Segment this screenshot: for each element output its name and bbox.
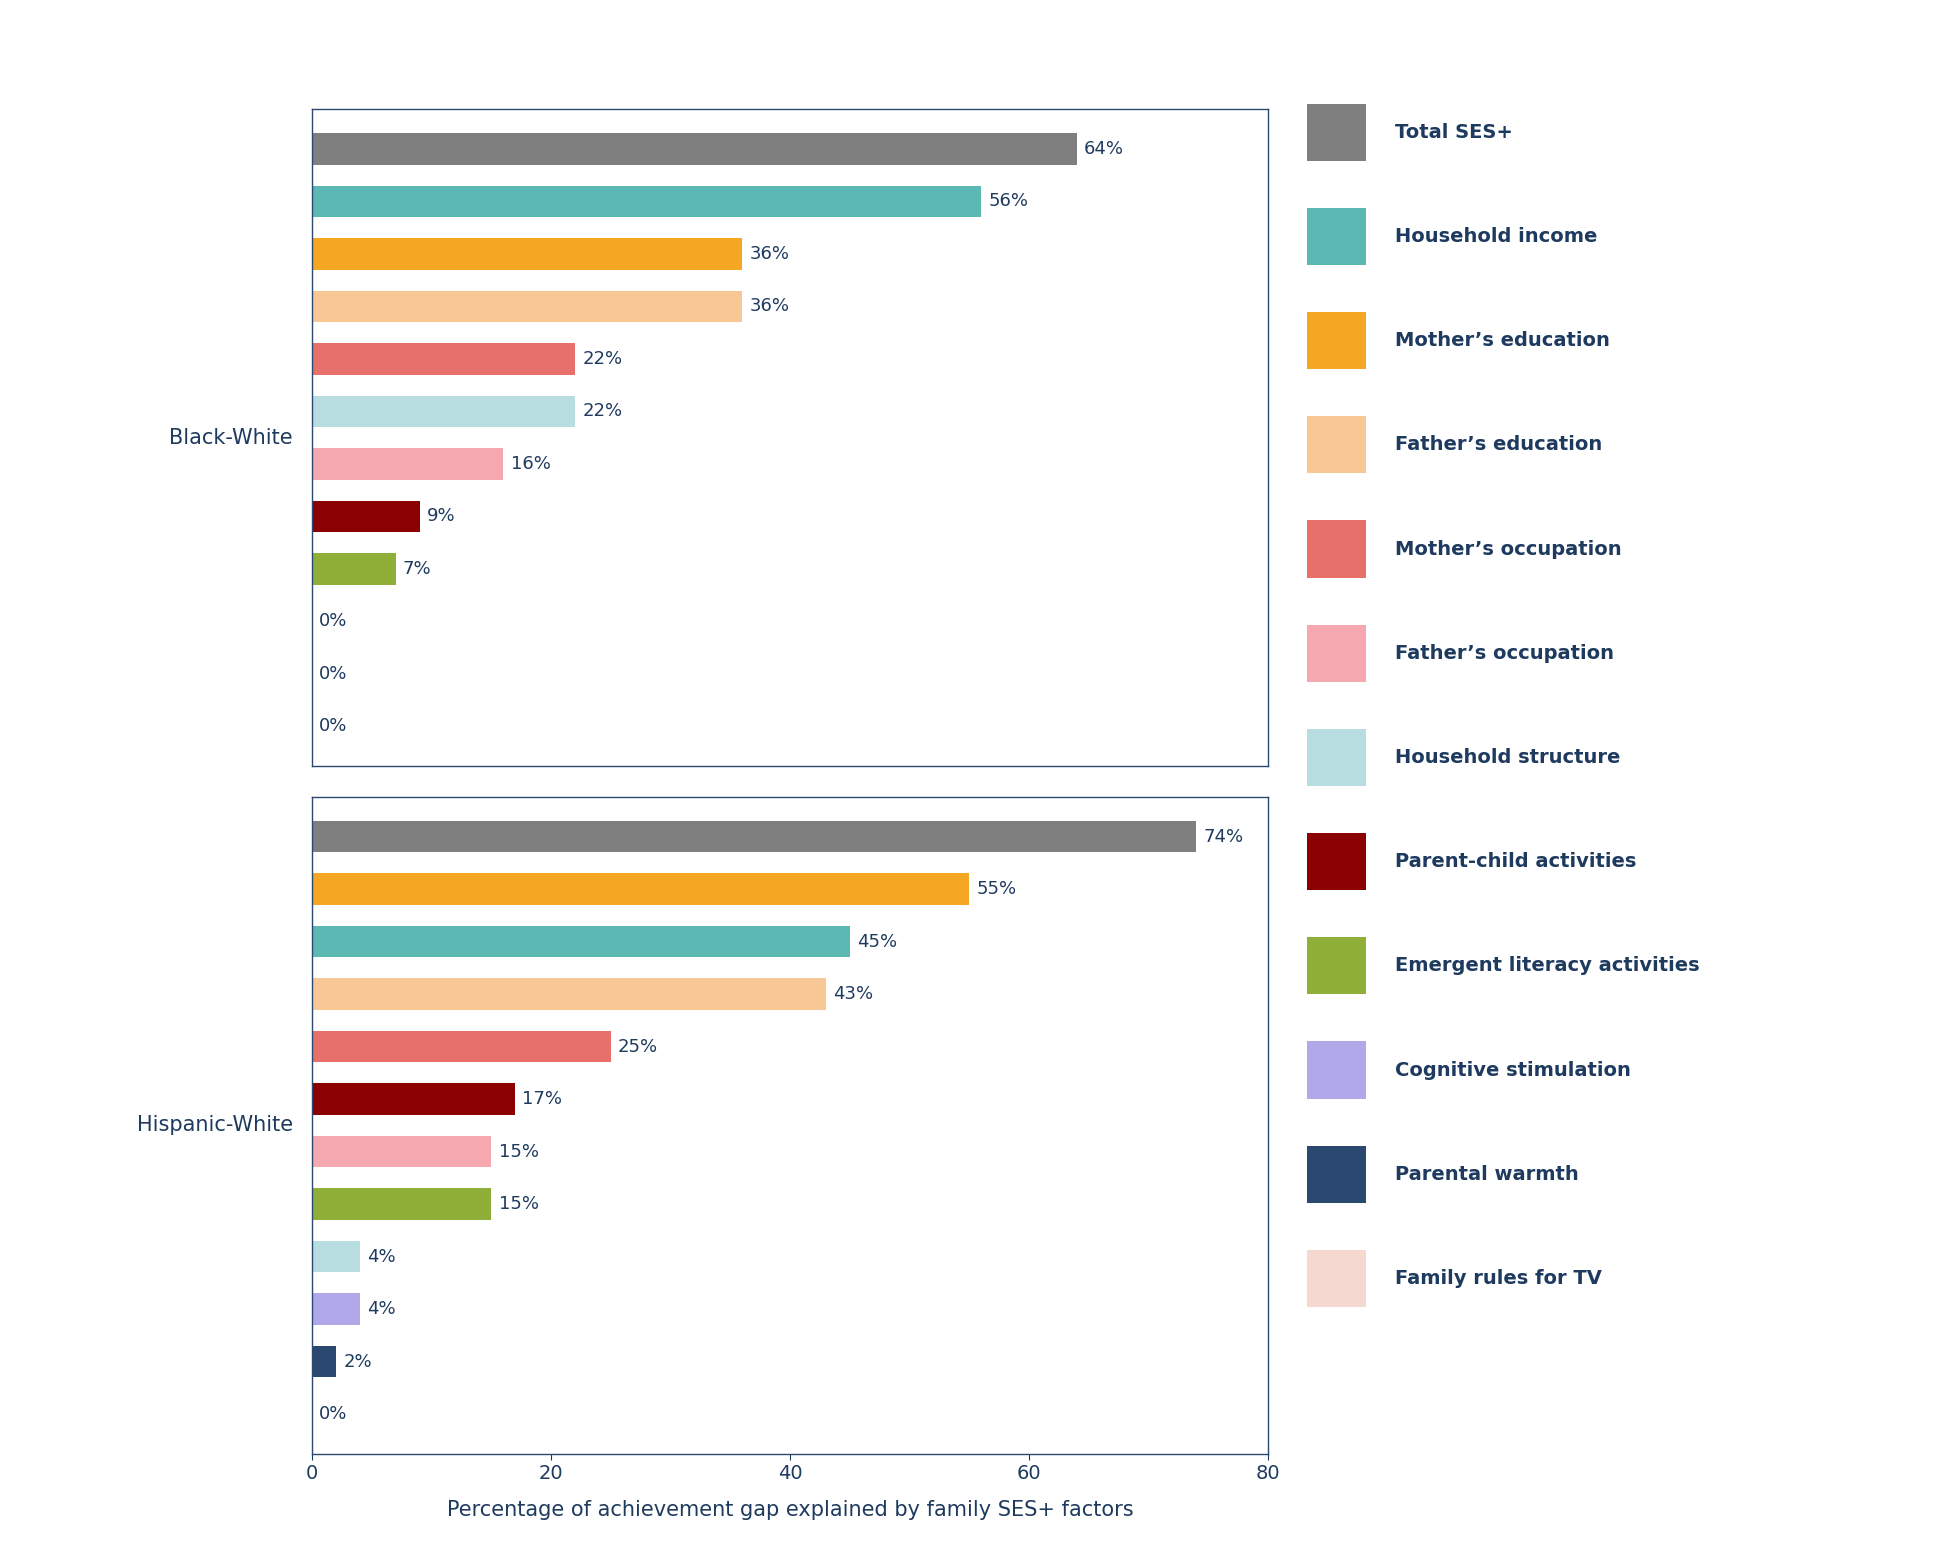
Text: 0%: 0% bbox=[320, 1405, 347, 1424]
Text: Mother’s education: Mother’s education bbox=[1395, 331, 1610, 350]
FancyBboxPatch shape bbox=[1307, 833, 1366, 891]
Bar bbox=[312, 1346, 336, 1377]
Bar bbox=[312, 821, 1196, 852]
Text: Parent-child activities: Parent-child activities bbox=[1395, 852, 1637, 871]
Text: Emergent literacy activities: Emergent literacy activities bbox=[1395, 957, 1699, 975]
FancyBboxPatch shape bbox=[1307, 520, 1366, 578]
FancyBboxPatch shape bbox=[1307, 208, 1366, 266]
Text: 15%: 15% bbox=[499, 1143, 538, 1161]
Bar bbox=[312, 1136, 492, 1168]
Bar bbox=[312, 1083, 515, 1114]
Text: Father’s occupation: Father’s occupation bbox=[1395, 644, 1613, 663]
Bar bbox=[312, 553, 396, 585]
Text: Household income: Household income bbox=[1395, 227, 1598, 245]
Text: 55%: 55% bbox=[977, 880, 1016, 899]
Text: Cognitive stimulation: Cognitive stimulation bbox=[1395, 1061, 1631, 1080]
Bar bbox=[312, 291, 743, 322]
Bar bbox=[312, 1188, 492, 1219]
FancyBboxPatch shape bbox=[1307, 103, 1366, 161]
Bar bbox=[312, 874, 970, 905]
Text: 45%: 45% bbox=[856, 933, 897, 950]
Text: 4%: 4% bbox=[367, 1247, 396, 1266]
Text: 15%: 15% bbox=[499, 1196, 538, 1213]
Bar bbox=[312, 344, 576, 375]
FancyBboxPatch shape bbox=[1307, 1146, 1366, 1204]
FancyBboxPatch shape bbox=[1307, 1041, 1366, 1099]
FancyBboxPatch shape bbox=[1307, 313, 1366, 369]
Text: Household structure: Household structure bbox=[1395, 749, 1621, 767]
Bar bbox=[312, 133, 1077, 164]
Bar bbox=[312, 1032, 611, 1063]
Text: 17%: 17% bbox=[523, 1089, 562, 1108]
Bar bbox=[312, 449, 503, 480]
Bar bbox=[312, 238, 743, 269]
Text: 36%: 36% bbox=[749, 297, 790, 316]
Text: Total SES+: Total SES+ bbox=[1395, 123, 1512, 142]
Text: 4%: 4% bbox=[367, 1300, 396, 1318]
Text: 25%: 25% bbox=[618, 1038, 657, 1055]
Text: 0%: 0% bbox=[320, 717, 347, 736]
Text: Mother’s occupation: Mother’s occupation bbox=[1395, 539, 1621, 558]
Text: 22%: 22% bbox=[581, 402, 622, 420]
Text: Father’s education: Father’s education bbox=[1395, 436, 1602, 455]
Text: Black-White: Black-White bbox=[170, 428, 293, 447]
Text: 0%: 0% bbox=[320, 664, 347, 683]
X-axis label: Percentage of achievement gap explained by family SES+ factors: Percentage of achievement gap explained … bbox=[447, 1499, 1134, 1519]
Text: Family rules for TV: Family rules for TV bbox=[1395, 1269, 1602, 1288]
Text: 56%: 56% bbox=[989, 192, 1028, 211]
FancyBboxPatch shape bbox=[1307, 416, 1366, 474]
Bar bbox=[312, 395, 576, 427]
Text: 22%: 22% bbox=[581, 350, 622, 367]
Bar bbox=[312, 925, 851, 957]
FancyBboxPatch shape bbox=[1307, 625, 1366, 681]
FancyBboxPatch shape bbox=[1307, 1250, 1366, 1307]
Text: Hispanic-White: Hispanic-White bbox=[137, 1116, 293, 1135]
Text: 16%: 16% bbox=[511, 455, 550, 474]
Bar bbox=[312, 978, 825, 1010]
Text: Parental warmth: Parental warmth bbox=[1395, 1164, 1578, 1183]
Bar bbox=[312, 500, 419, 531]
Bar bbox=[312, 1241, 361, 1272]
Bar bbox=[312, 186, 981, 217]
Text: 9%: 9% bbox=[427, 508, 455, 525]
Text: 43%: 43% bbox=[833, 985, 874, 1003]
Bar bbox=[312, 1294, 361, 1325]
FancyBboxPatch shape bbox=[1307, 938, 1366, 994]
Text: 36%: 36% bbox=[749, 245, 790, 263]
Text: 0%: 0% bbox=[320, 613, 347, 630]
Text: 2%: 2% bbox=[343, 1352, 373, 1371]
Text: 7%: 7% bbox=[404, 560, 431, 578]
FancyBboxPatch shape bbox=[1307, 728, 1366, 786]
Text: 64%: 64% bbox=[1085, 139, 1124, 158]
Text: 74%: 74% bbox=[1204, 827, 1243, 846]
